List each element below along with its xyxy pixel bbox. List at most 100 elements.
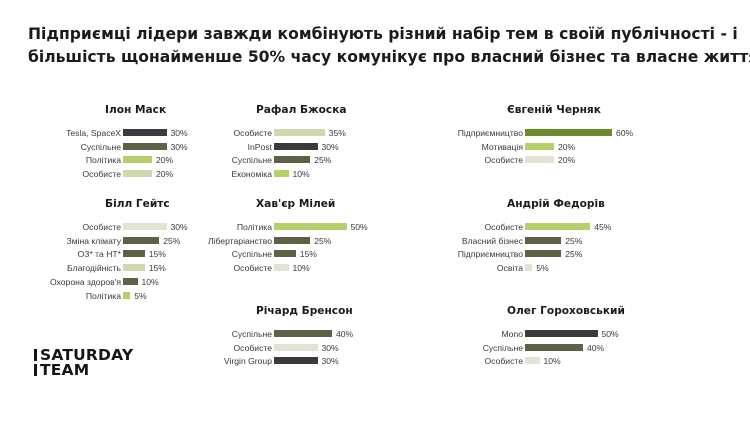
value-label: 25% (314, 235, 332, 246)
bar-row: Суспільне 15% (176, 248, 406, 262)
category-label: Особисте (82, 169, 122, 180)
bar-row: Mono 50% (427, 328, 657, 342)
bar-row: Особисте 30% (176, 342, 406, 356)
value-label: 20% (156, 155, 174, 166)
value-label: 10% (292, 263, 310, 274)
value-label: 30% (321, 342, 339, 353)
bar (274, 170, 289, 178)
value-label: 25% (314, 155, 332, 166)
bar (123, 250, 145, 258)
bar-row: Virgin Group 30% (176, 355, 406, 369)
category-label: Особисте (233, 342, 273, 353)
bar-row: Освіта 5% (427, 262, 657, 276)
value-label: 10% (292, 169, 310, 180)
category-label: Суспільне (231, 329, 272, 339)
value-label: 15% (148, 263, 166, 274)
value-label: 40% (336, 329, 354, 339)
category-label: InPost (247, 141, 272, 152)
bar-row: Економіка 10% (176, 168, 406, 182)
category-label: Політика (85, 155, 121, 166)
logo-line-1: SATURDAY (40, 346, 134, 364)
bar-row: Зміна клімату 25% (25, 235, 255, 249)
bar-row: Благодійність 15% (25, 262, 255, 276)
category-label: Суспільне (231, 249, 272, 260)
chart-title: Підприємці лідери завжди комбінують різн… (28, 23, 750, 69)
bar-row: Tesla, SpaceX 30% (25, 127, 255, 141)
bar (525, 330, 598, 337)
value-label: 35% (328, 128, 346, 138)
bar-row: Особисте 10% (427, 355, 657, 369)
category-label: Освіта (496, 263, 523, 274)
bar (123, 277, 138, 285)
bar (525, 357, 540, 365)
value-label: 30% (170, 222, 188, 232)
panel-title: Ілон Маск (105, 104, 167, 116)
bar-row: Політика 50% (176, 221, 406, 235)
bar (274, 264, 289, 272)
bar-row: Мотивація 20% (427, 141, 657, 155)
bar-row: Особисте 20% (25, 168, 255, 182)
panel-title: Хав'єр Мілей (256, 198, 336, 210)
bar (525, 129, 612, 136)
value-label: 10% (141, 276, 159, 287)
bar (525, 250, 562, 258)
bar-row: Суспільне 40% (176, 328, 406, 342)
logo-bar-icon (34, 349, 37, 361)
bar-row: ОЗ* та НТ* 15% (25, 248, 255, 262)
value-label: 30% (321, 141, 339, 152)
bar (525, 156, 554, 164)
bar-row: Підприємництво 60% (427, 127, 657, 141)
category-label: Virgin Group (223, 356, 272, 367)
saturday-team-logo: SATURDAY TEAM (34, 346, 134, 379)
value-label: 10% (543, 356, 561, 367)
category-label: Суспільне (482, 342, 523, 353)
bar-row: Особисте 35% (176, 127, 406, 141)
value-label: 15% (299, 249, 317, 260)
panel-title: Євгеній Черняк (507, 104, 601, 116)
bar (274, 156, 311, 164)
bar (274, 223, 347, 230)
value-label: 50% (350, 222, 368, 232)
bar-row: Політика 20% (25, 154, 255, 168)
bar (525, 343, 583, 351)
value-label: 20% (558, 155, 576, 166)
bar (525, 142, 554, 150)
category-label: ОЗ* та НТ* (77, 249, 121, 260)
logo-line-2: TEAM (40, 361, 90, 379)
bar (123, 223, 167, 230)
category-label: Особисте (233, 263, 273, 274)
bar (123, 156, 152, 164)
bar (123, 129, 167, 136)
title-line-1: Підприємці лідери завжди комбінують різн… (28, 25, 738, 43)
value-label: 20% (156, 169, 174, 180)
category-label: Охорона здоров'я (49, 276, 121, 287)
value-label: 15% (148, 249, 166, 260)
bar (274, 357, 318, 365)
category-label: Власний бізнес (461, 235, 523, 246)
category-label: Благодійність (67, 263, 121, 274)
bar-row: Особисте 10% (176, 262, 406, 276)
bar-row: Суспільне 25% (176, 154, 406, 168)
title-line-2: більшість щонайменше 50% часу комунікує … (28, 48, 750, 66)
value-label: 5% (134, 290, 147, 301)
bar (123, 236, 160, 244)
bar (525, 223, 591, 230)
bar (274, 129, 325, 136)
category-label: Tesla, SpaceX (66, 128, 121, 138)
category-label: Підприємництво (457, 249, 523, 260)
category-label: Політика (85, 290, 121, 301)
category-label: Лібертаріанство (207, 235, 272, 246)
bar-row: Лібертаріанство 25% (176, 235, 406, 249)
bar (274, 330, 332, 337)
category-label: Суспільне (80, 141, 121, 152)
bar-row: Власний бізнес 25% (427, 235, 657, 249)
bar (274, 250, 296, 258)
category-label: Політика (236, 222, 272, 232)
value-label: 20% (558, 141, 576, 152)
category-label: Особисте (82, 222, 122, 232)
bar-row: Особисте 30% (25, 221, 255, 235)
value-label: 45% (594, 222, 612, 232)
category-label: Підприємництво (457, 128, 523, 138)
category-label: Mono (501, 329, 524, 339)
panel-title: Рафал Бжоска (256, 104, 347, 116)
